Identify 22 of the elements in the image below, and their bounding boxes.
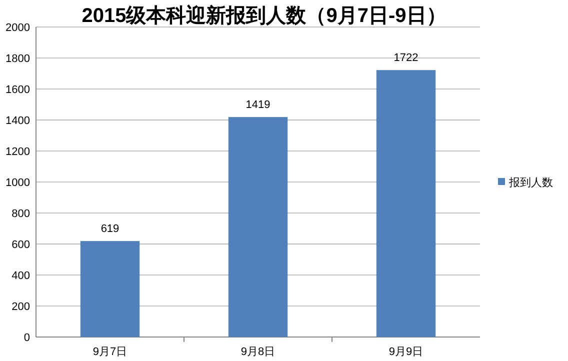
data-label: 619 bbox=[100, 223, 120, 236]
y-tick-label: 200 bbox=[12, 301, 30, 313]
y-tick-label: 1800 bbox=[6, 53, 30, 65]
bar bbox=[80, 241, 140, 337]
data-label: 1722 bbox=[394, 52, 418, 64]
bar bbox=[228, 117, 288, 337]
y-tick-label: 600 bbox=[12, 239, 30, 251]
y-tick-label: 0 bbox=[24, 332, 30, 344]
x-tick-label: 9月7日 bbox=[92, 346, 128, 358]
y-tick-label: 400 bbox=[12, 270, 30, 282]
y-tick-label: 1200 bbox=[6, 146, 30, 158]
x-tick-label: 9月8日 bbox=[240, 346, 276, 358]
y-tick-label: 800 bbox=[12, 208, 30, 220]
y-tick-label: 1600 bbox=[6, 84, 30, 96]
y-tick-label: 1400 bbox=[6, 115, 30, 127]
y-tick-label: 1000 bbox=[6, 177, 30, 189]
y-tick-label: 2000 bbox=[6, 22, 30, 34]
data-label: 1419 bbox=[246, 99, 270, 112]
bar bbox=[376, 70, 436, 337]
chart-title: 2015级本科迎新报到人数（9月7日-9日） bbox=[82, 4, 446, 27]
x-tick-label: 9月9日 bbox=[388, 346, 424, 358]
legend-label: 报到人数 bbox=[508, 177, 553, 189]
